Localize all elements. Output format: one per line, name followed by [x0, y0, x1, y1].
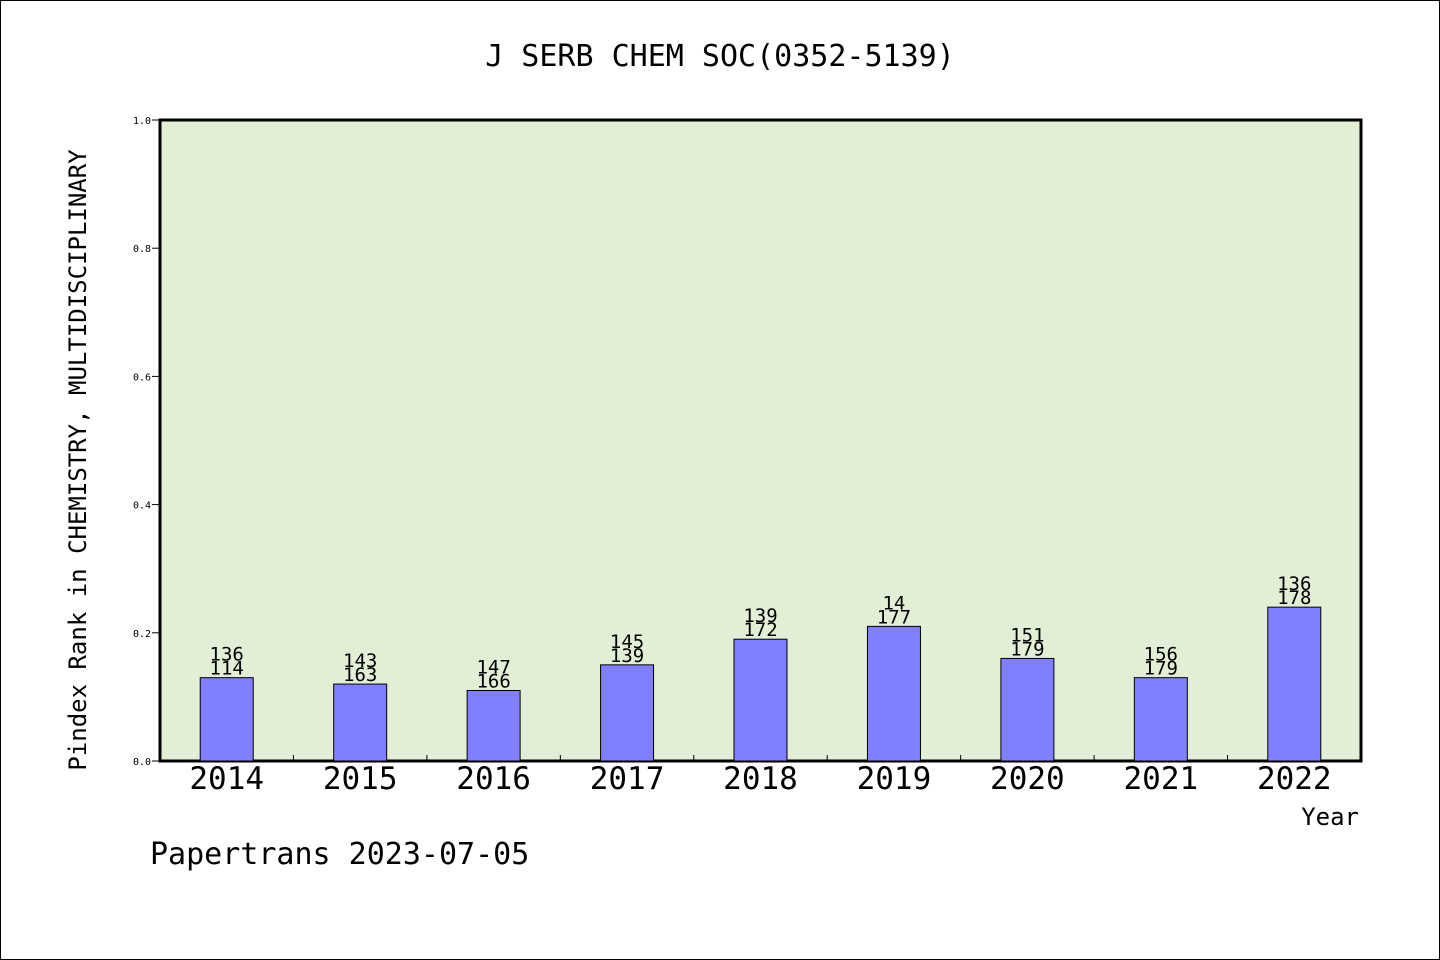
- x-tick-label: 2017: [590, 761, 665, 797]
- bar-2019: [866, 625, 921, 762]
- chart-title: J SERB CHEM SOC(0352-5139): [485, 39, 955, 74]
- bar-2022: [1267, 606, 1322, 762]
- data-label-lower: 114: [210, 658, 244, 680]
- data-label-upper: 143: [343, 650, 377, 672]
- bar-2015: [333, 683, 388, 762]
- x-axis: 2014 2015 2016 2017 2018 2019 2020 2021 2022: [189, 755, 1332, 797]
- data-label-lower: 172: [743, 619, 777, 641]
- bar-2021: [1133, 677, 1188, 762]
- y-tick-label: 0.0: [133, 757, 151, 768]
- y-axis-label: Pindex Rank in CHEMISTRY, MULTIDISCIPLIN…: [64, 149, 92, 771]
- data-label-upper: 136: [1277, 573, 1311, 595]
- data-label-lower: 179: [1144, 658, 1178, 680]
- y-tick-label: 0.2: [133, 629, 151, 640]
- data-label-upper: 139: [743, 605, 777, 627]
- data-label-upper: 136: [210, 644, 244, 666]
- x-tick-label: 2019: [857, 761, 932, 797]
- x-tick-label: 2015: [323, 761, 398, 797]
- data-label-upper: 156: [1144, 644, 1178, 666]
- footer-credit: Papertrans 2023-07-05: [150, 837, 529, 872]
- y-tick-label: 0.4: [133, 501, 151, 512]
- x-tick-label: 2022: [1257, 761, 1332, 797]
- x-axis-label: Year: [1301, 803, 1359, 831]
- x-tick-label: 2018: [723, 761, 798, 797]
- data-label-upper: 147: [476, 656, 510, 678]
- bars: [199, 606, 1322, 762]
- y-axis: 0.0 0.2 0.4 0.6 0.8 1.0: [133, 116, 160, 768]
- x-tick-label: 2014: [189, 761, 264, 797]
- data-label-upper: 151: [1010, 624, 1044, 646]
- data-label-lower: 166: [476, 670, 510, 692]
- bar-2020: [1000, 657, 1055, 762]
- bar-2014: [199, 677, 254, 762]
- data-label-upper: 145: [610, 631, 644, 653]
- data-label-lower: 139: [610, 645, 644, 667]
- y-tick-label: 0.6: [133, 372, 151, 383]
- x-tick-label: 2016: [456, 761, 531, 797]
- x-tick-label: 2020: [990, 761, 1065, 797]
- data-label-lower: 178: [1277, 587, 1311, 609]
- data-label-lower: 177: [877, 606, 911, 628]
- bar-2016: [466, 689, 521, 762]
- bar-2018: [733, 638, 788, 762]
- data-label-lower: 163: [343, 664, 377, 686]
- y-tick-label: 1.0: [133, 116, 151, 127]
- bar-2017: [600, 664, 655, 762]
- data-label-lower: 179: [1010, 638, 1044, 660]
- y-tick-label: 0.8: [133, 244, 151, 255]
- data-label-upper: 14: [882, 592, 905, 614]
- x-tick-label: 2021: [1124, 761, 1199, 797]
